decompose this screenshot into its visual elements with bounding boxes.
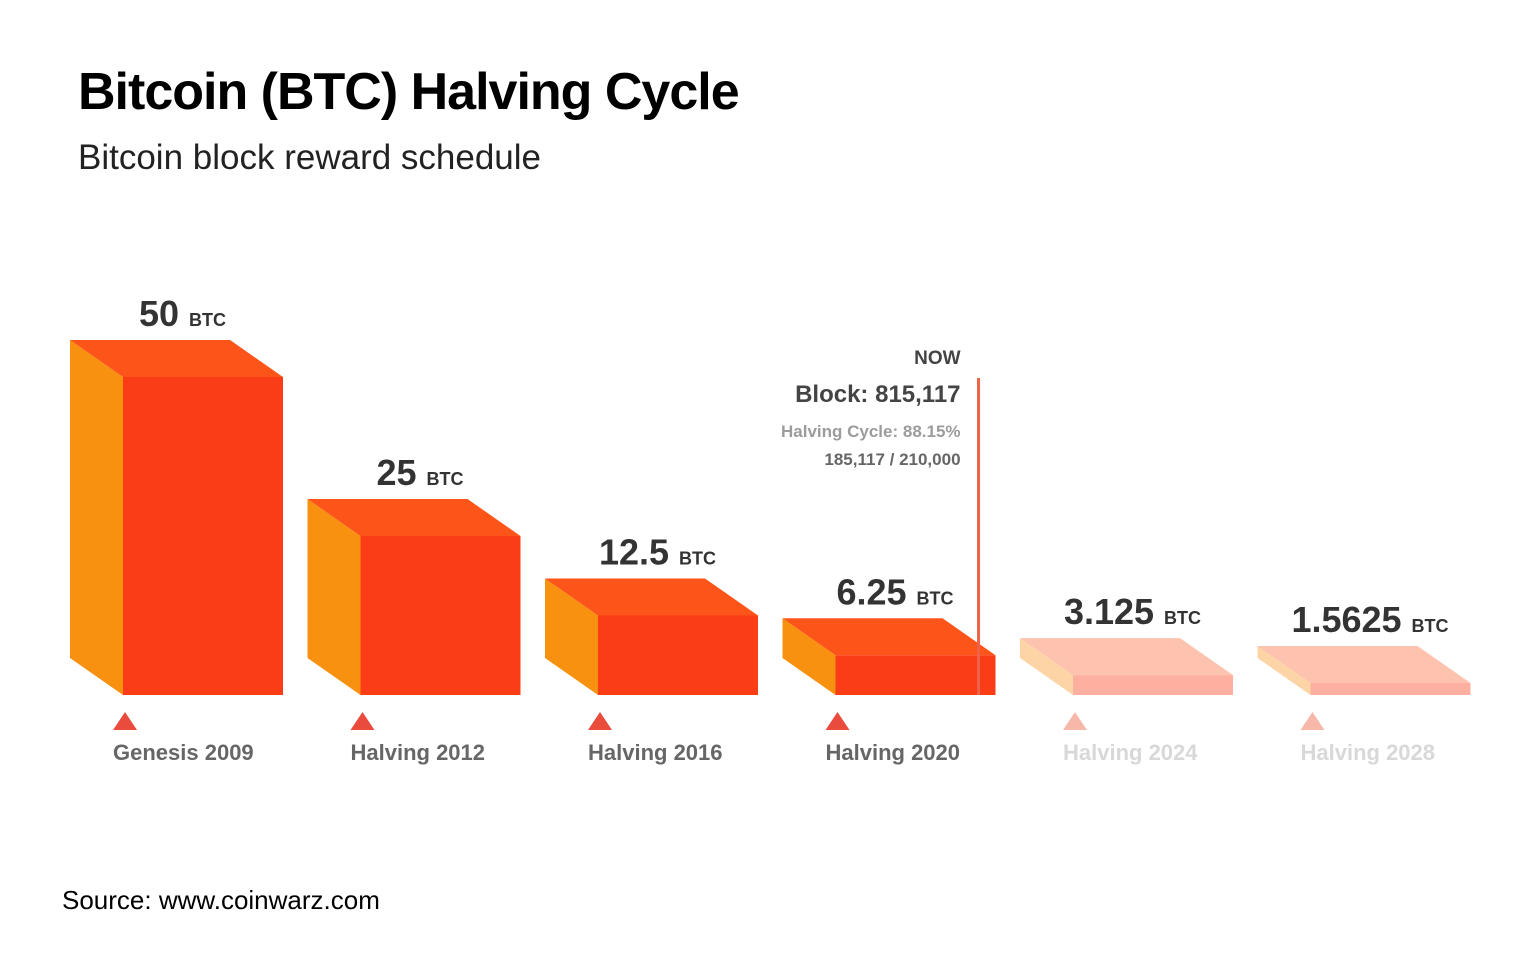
bar-top-face — [782, 618, 996, 656]
bar-front-face — [1310, 683, 1471, 695]
halving-marker-icon — [825, 712, 850, 730]
bar-front-face — [598, 615, 758, 695]
bar-top-face — [1257, 646, 1471, 683]
category-label: Halving 2020 — [826, 740, 961, 765]
category-label: Halving 2016 — [588, 740, 723, 765]
source-note: Source: www.coinwarz.com — [62, 885, 380, 915]
bar-top-face — [545, 578, 758, 616]
bar-side-face — [545, 578, 598, 695]
now-cycle-label: Halving Cycle: 88.15% — [781, 422, 961, 441]
halving-marker-icon — [113, 712, 137, 730]
category-label: Genesis 2009 — [113, 740, 254, 765]
bar-top-face — [1020, 638, 1233, 676]
bar-side-face — [1020, 638, 1073, 695]
now-progress-label: 185,117 / 210,000 — [824, 450, 960, 469]
halving-marker-icon — [588, 712, 612, 730]
bar-side-face — [70, 340, 123, 695]
bar-side-face — [1257, 646, 1311, 695]
bar-front-face — [835, 655, 996, 695]
bar-value-label: 1.5625 BTC — [1291, 599, 1448, 640]
category-label: Halving 2024 — [1063, 740, 1198, 765]
bar-top-face — [307, 499, 521, 536]
bar-front-face — [360, 536, 521, 695]
halving-marker-icon — [350, 712, 375, 730]
bar-side-face — [307, 499, 361, 695]
now-label: NOW — [914, 348, 961, 369]
now-block-label: Block: 815,117 — [795, 381, 960, 408]
bar-value-label: 12.5 BTC — [599, 532, 716, 573]
bar-top-face — [70, 340, 283, 377]
chart-subtitle: Bitcoin block reward schedule — [78, 138, 542, 177]
halving-marker-icon — [1063, 712, 1087, 730]
bar-value-label: 25 BTC — [376, 452, 463, 493]
bar-side-face — [782, 618, 836, 695]
bar-front-face — [1073, 675, 1233, 695]
category-label: Halving 2028 — [1301, 740, 1436, 765]
bar-front-face — [123, 377, 283, 695]
bar-value-label: 3.125 BTC — [1064, 591, 1201, 632]
halving-marker-icon — [1300, 712, 1325, 730]
bar-value-label: 6.25 BTC — [836, 571, 953, 612]
category-label: Halving 2012 — [351, 740, 486, 765]
bar-value-label: 50 BTC — [139, 293, 226, 334]
chart-title: Bitcoin (BTC) Halving Cycle — [78, 63, 740, 121]
